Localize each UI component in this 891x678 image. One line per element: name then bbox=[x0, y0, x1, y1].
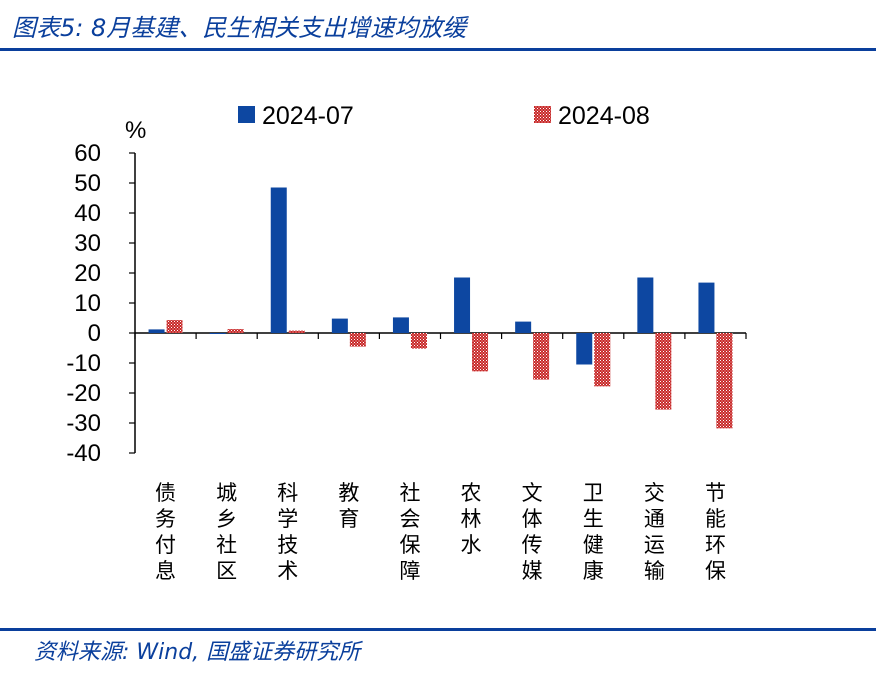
footer-divider bbox=[0, 628, 876, 631]
bar-series2-0 bbox=[166, 320, 183, 333]
category-label: 社会保障 bbox=[399, 481, 420, 583]
category-label: 文体传媒 bbox=[522, 481, 543, 583]
category-label: 科学技术 bbox=[277, 481, 298, 583]
y-tick-label: 10 bbox=[74, 290, 101, 317]
figure-header: 图表5: 8月基建、民生相关支出增速均放缓 bbox=[0, 0, 891, 50]
bar-series1-0 bbox=[148, 329, 165, 333]
category-label: 节能环保 bbox=[705, 481, 726, 583]
category-label: 教育 bbox=[338, 481, 359, 531]
category-label: 城乡社区 bbox=[216, 481, 237, 583]
y-tick-label: -20 bbox=[66, 380, 101, 407]
bar-series1-7 bbox=[576, 333, 593, 365]
y-tick-label: 50 bbox=[74, 170, 101, 197]
category-label: 交通运输 bbox=[644, 481, 665, 583]
bar-series2-7 bbox=[594, 333, 611, 387]
category-label: 农林水 bbox=[461, 481, 482, 557]
bar-series2-9 bbox=[716, 333, 733, 429]
legend-label-2: 2024-08 bbox=[558, 102, 650, 130]
bar-series1-4 bbox=[392, 317, 409, 333]
category-label: 债务付息 bbox=[155, 481, 176, 583]
header-divider bbox=[0, 48, 876, 51]
legend-swatch-2 bbox=[534, 106, 551, 123]
y-tick-label: -30 bbox=[66, 410, 101, 437]
bar-series2-5 bbox=[472, 333, 489, 372]
bar-series2-2 bbox=[288, 330, 305, 333]
y-tick-label: -40 bbox=[66, 440, 101, 467]
y-tick-label: 60 bbox=[74, 140, 101, 167]
bar-series1-5 bbox=[454, 277, 471, 333]
bar-series2-8 bbox=[655, 333, 672, 410]
legend: 2024-07 2024-08 bbox=[238, 102, 650, 130]
y-tick-label: 0 bbox=[88, 320, 101, 347]
y-tick-label: 30 bbox=[74, 230, 101, 257]
y-tick-label: -10 bbox=[66, 350, 101, 377]
bar-series2-6 bbox=[533, 333, 550, 380]
bar-series1-2 bbox=[270, 187, 287, 333]
bar-series2-1 bbox=[227, 329, 244, 333]
category-labels: 债务付息 城乡社区 科学技术 教育 社会保障 农林水 文体传媒 卫生健康 交通运输 节能环保 bbox=[155, 481, 726, 583]
y-tick-labels: 60 50 40 30 20 10 0 -10 -20 -30 -40 bbox=[66, 140, 101, 467]
bars bbox=[148, 187, 733, 429]
figure-title: 图表5: 8月基建、民生相关支出增速均放缓 bbox=[12, 14, 467, 42]
bar-series1-8 bbox=[637, 277, 654, 333]
bar-series1-6 bbox=[515, 321, 532, 333]
y-tick-label: 40 bbox=[74, 200, 101, 227]
legend-label-1: 2024-07 bbox=[262, 102, 354, 130]
bar-series2-4 bbox=[410, 333, 427, 349]
bar-series2-3 bbox=[349, 333, 366, 347]
legend-swatch-1 bbox=[238, 106, 255, 123]
source-note: 资料来源: Wind, 国盛证券研究所 bbox=[34, 640, 361, 665]
bar-series1-9 bbox=[698, 282, 715, 333]
axes bbox=[129, 152, 747, 454]
bar-series1-3 bbox=[331, 318, 348, 333]
category-label: 卫生健康 bbox=[583, 481, 604, 583]
y-axis-unit-label: % bbox=[125, 117, 146, 144]
bar-series1-1 bbox=[209, 333, 226, 334]
y-tick-label: 20 bbox=[74, 260, 101, 287]
